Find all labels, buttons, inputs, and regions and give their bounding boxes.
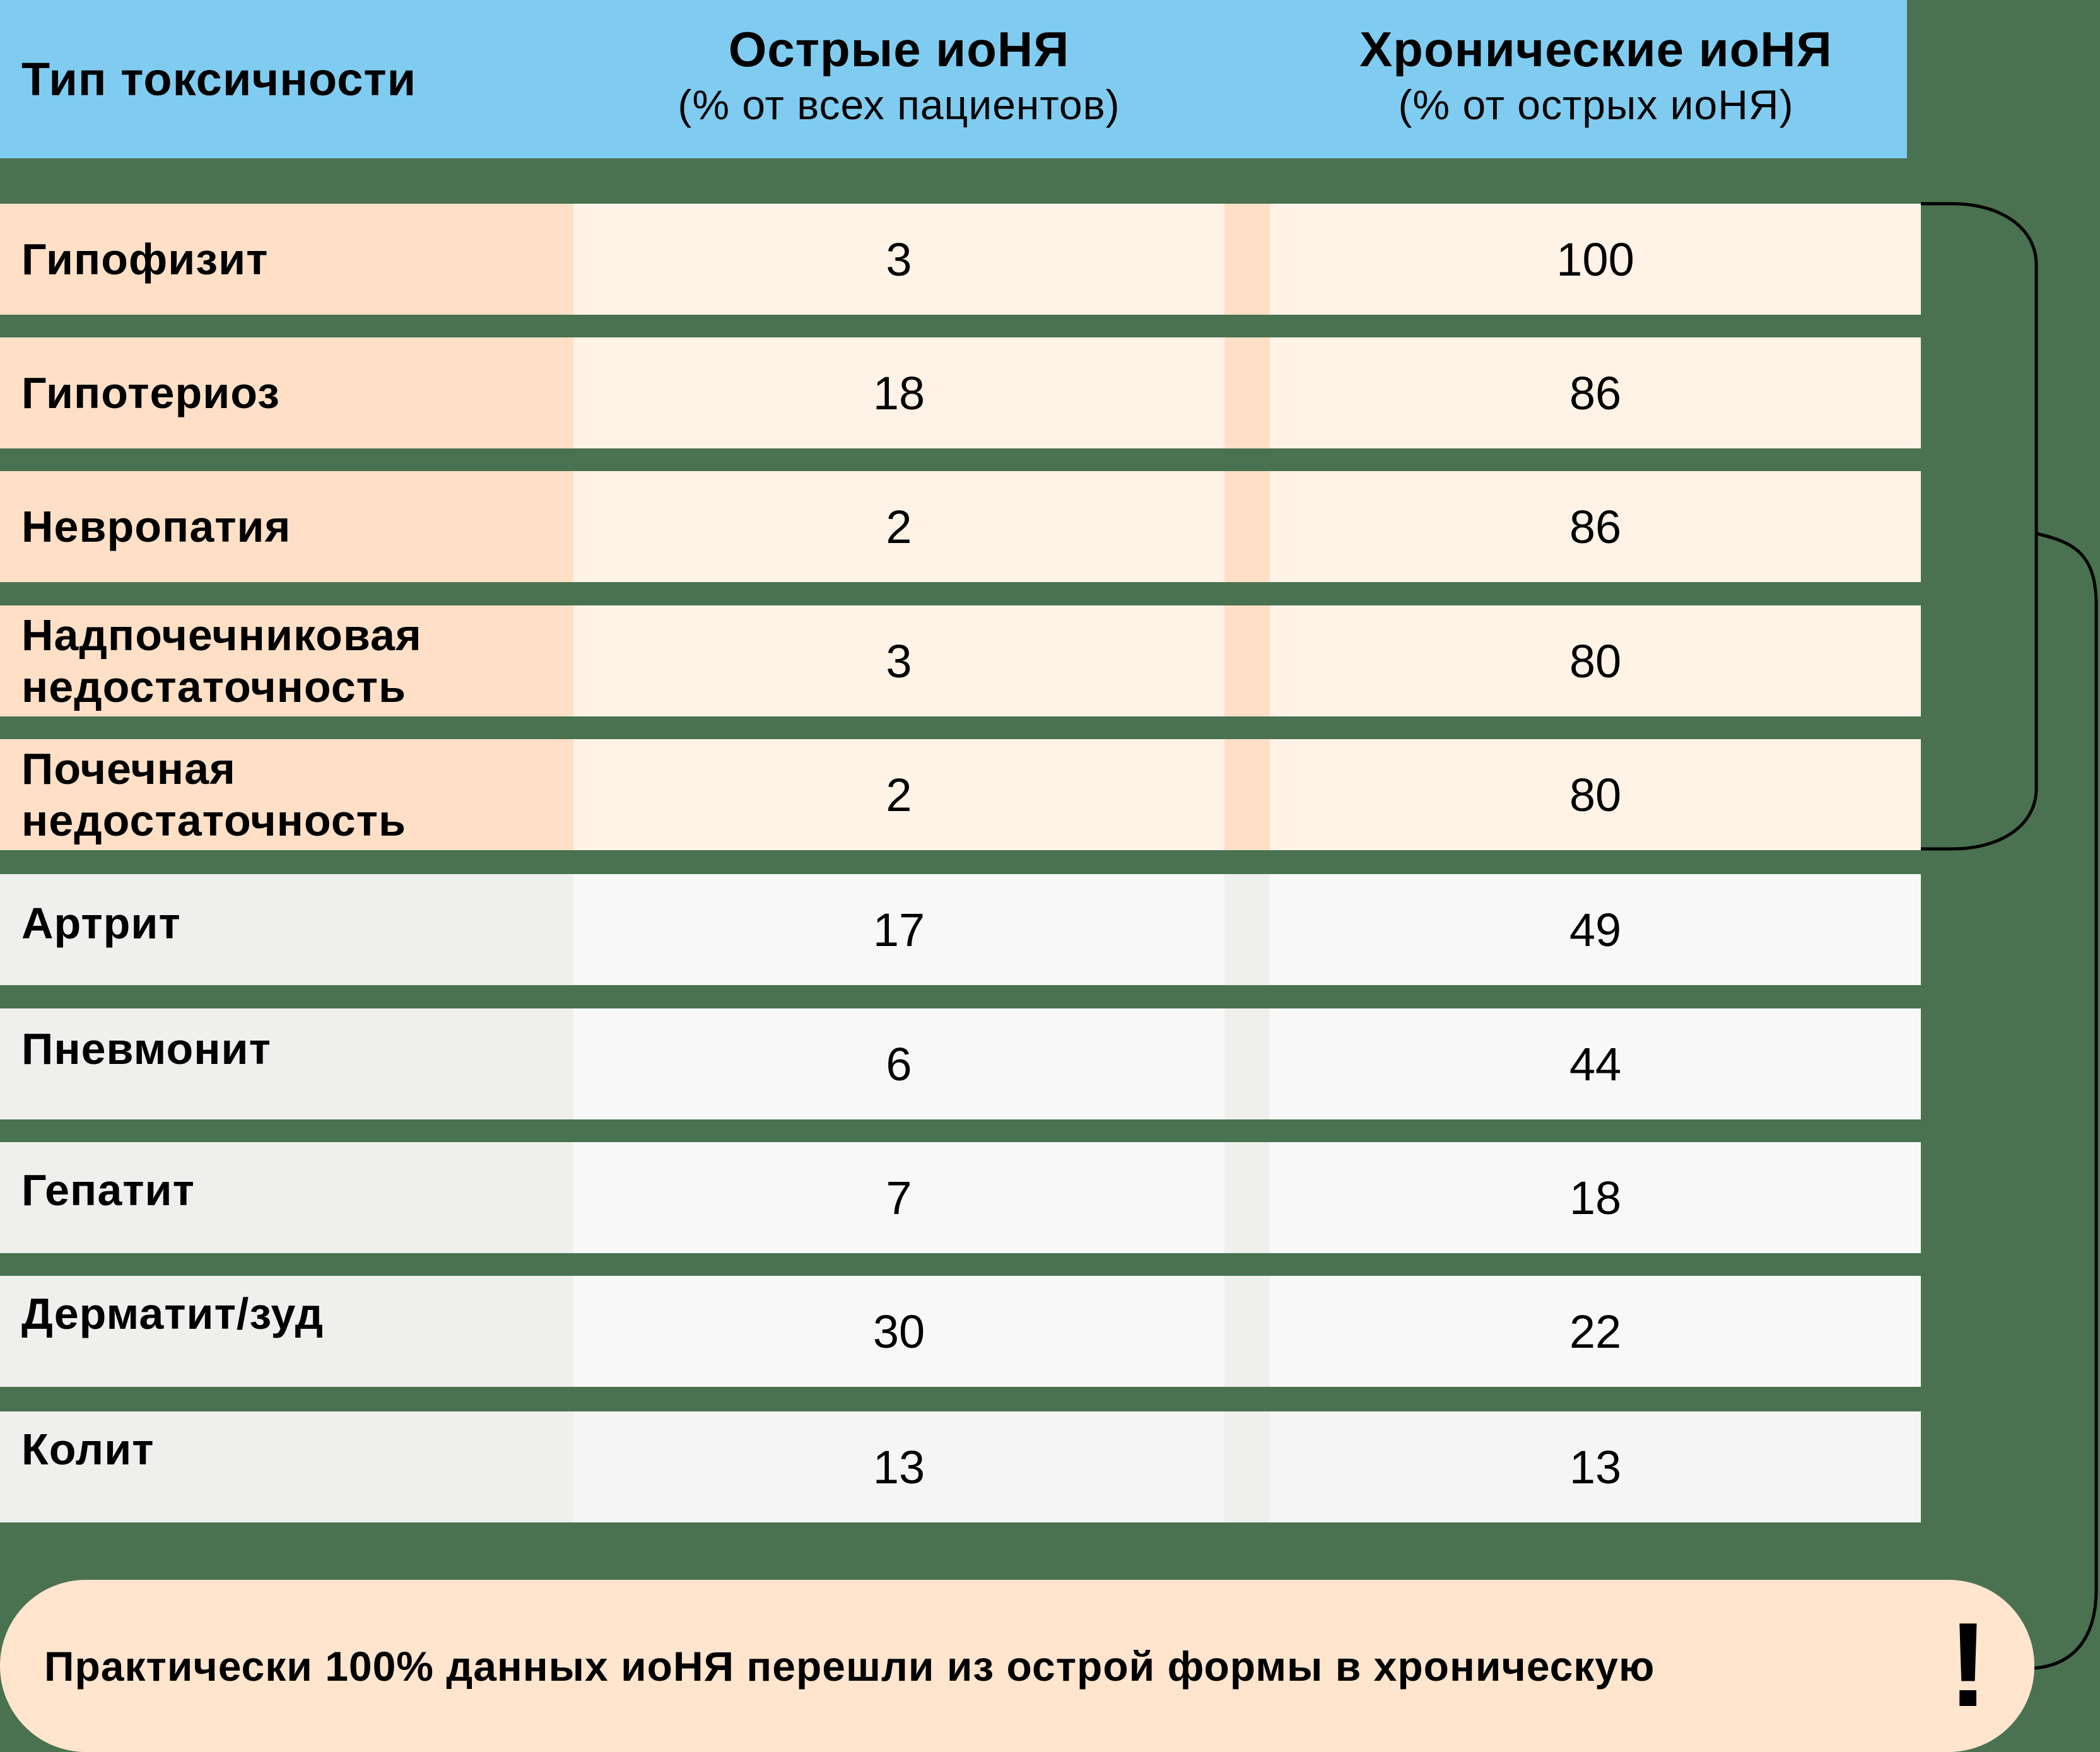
header-chronic-subtitle: (% от острых иоНЯ)	[1398, 81, 1794, 128]
header-acute-subtitle: (% от всех пациентов)	[678, 81, 1120, 128]
row-label-cell: Надпочечниковая недостаточность	[0, 605, 573, 716]
row-label: Гепатит	[21, 1165, 195, 1215]
table-row: Надпочечниковая недостаточность 3 80	[0, 605, 1921, 716]
header-chronic-title: Хронические иоНЯ	[1359, 21, 1833, 77]
acute-cell: 2	[573, 739, 1224, 850]
row-label-cell: Невропатия	[0, 471, 573, 582]
chronic-cell: 18	[1270, 1142, 1921, 1253]
acute-cell: 3	[573, 204, 1224, 315]
acute-value: 6	[886, 1037, 912, 1090]
acute-value: 18	[872, 366, 925, 419]
chronic-cell: 86	[1270, 337, 1921, 448]
row-label: Дерматит/зуд	[21, 1289, 324, 1338]
acute-value: 17	[872, 903, 925, 956]
chronic-cell: 49	[1270, 874, 1921, 985]
table-row: Гипотериоз 18 86	[0, 337, 1921, 448]
column-gap	[1224, 605, 1270, 716]
chronic-value: 49	[1569, 903, 1622, 956]
table-row: Гипофизит 3 100	[0, 204, 1921, 315]
row-label: Гипотериоз	[21, 368, 280, 418]
row-label: Колит	[21, 1425, 155, 1474]
table-row: Артрит 17 49	[0, 874, 1921, 985]
chronic-value: 80	[1569, 768, 1622, 821]
acute-cell: 3	[573, 605, 1224, 716]
column-gap	[1224, 204, 1270, 315]
header-acute: Острые иоНЯ (% от всех пациентов)	[573, 19, 1224, 130]
acute-value: 3	[886, 233, 912, 286]
row-label-cell: Гипофизит	[0, 204, 573, 315]
acute-cell: 17	[573, 874, 1224, 985]
chronic-value: 100	[1556, 233, 1634, 286]
row-label-cell: Дерматит/зуд	[0, 1276, 573, 1387]
table-row: Невропатия 2 86	[0, 471, 1921, 582]
row-label-cell: Пневмонит	[0, 1008, 573, 1119]
chronic-value: 86	[1569, 500, 1622, 553]
table-row: Гепатит 7 18	[0, 1142, 1921, 1253]
row-label: Пневмонит	[21, 1024, 271, 1073]
header-toxicity-type: Тип токсичности	[21, 53, 417, 105]
acute-value: 13	[872, 1440, 925, 1493]
row-label: Надпочечниковая недостаточность	[21, 610, 422, 711]
column-gap	[1224, 1008, 1270, 1119]
chronic-value: 22	[1569, 1305, 1622, 1358]
conclusion-banner: Практически 100% данных иоНЯ перешли из …	[0, 1580, 2034, 1752]
chronic-cell: 80	[1270, 739, 1921, 850]
acute-value: 3	[886, 634, 912, 687]
chronic-cell: 22	[1270, 1276, 1921, 1387]
column-gap	[1224, 1276, 1270, 1387]
column-gap	[1224, 739, 1270, 850]
chronic-cell: 86	[1270, 471, 1921, 582]
chronic-cell: 100	[1270, 204, 1921, 315]
acute-value: 7	[886, 1171, 912, 1224]
table-row: Пневмонит 6 44	[0, 1008, 1921, 1119]
chronic-value: 86	[1569, 366, 1622, 419]
column-gap	[1224, 471, 1270, 582]
chronic-cell: 80	[1270, 605, 1921, 716]
row-label-cell: Артрит	[0, 874, 573, 985]
acute-value: 2	[886, 500, 912, 553]
acute-cell: 30	[573, 1276, 1224, 1387]
column-gap	[1224, 1142, 1270, 1253]
row-label-cell: Колит	[0, 1411, 573, 1522]
acute-cell: 7	[573, 1142, 1224, 1253]
header-chronic: Хронические иоНЯ (% от острых иоНЯ)	[1249, 19, 1943, 130]
acute-cell: 18	[573, 337, 1224, 448]
table-row: Дерматит/зуд 30 22	[0, 1276, 1921, 1387]
acute-cell: 6	[573, 1008, 1224, 1119]
row-label-cell: Почечная недостаточность	[0, 739, 573, 850]
chronic-cell: 44	[1270, 1008, 1921, 1119]
row-label-cell: Гипотериоз	[0, 337, 573, 448]
conclusion-text: Практически 100% данных иоНЯ перешли из …	[44, 1642, 1655, 1690]
acute-cell: 13	[573, 1411, 1224, 1522]
acute-cell: 2	[573, 471, 1224, 582]
row-label: Почечная недостаточность	[21, 744, 406, 845]
chronic-cell: 13	[1270, 1411, 1921, 1522]
header-acute-title: Острые иоНЯ	[728, 21, 1070, 77]
chronic-value: 80	[1569, 634, 1622, 687]
chronic-value: 44	[1569, 1037, 1622, 1090]
chronic-value: 18	[1569, 1171, 1622, 1224]
column-gap	[1224, 874, 1270, 985]
exclamation-icon: !	[1948, 1598, 1988, 1732]
acute-value: 2	[886, 768, 912, 821]
table-header: Тип токсичности Острые иоНЯ (% от всех п…	[0, 0, 1907, 158]
row-label: Гипофизит	[21, 235, 269, 284]
row-label-cell: Гепатит	[0, 1142, 573, 1253]
acute-value: 30	[872, 1305, 925, 1358]
column-gap	[1224, 1411, 1270, 1522]
row-label: Невропатия	[21, 502, 291, 551]
row-label: Артрит	[21, 899, 181, 948]
table-row: Колит 13 13	[0, 1411, 1921, 1522]
chronic-value: 13	[1569, 1440, 1622, 1493]
table-row: Почечная недостаточность 2 80	[0, 739, 1921, 850]
column-gap	[1224, 337, 1270, 448]
